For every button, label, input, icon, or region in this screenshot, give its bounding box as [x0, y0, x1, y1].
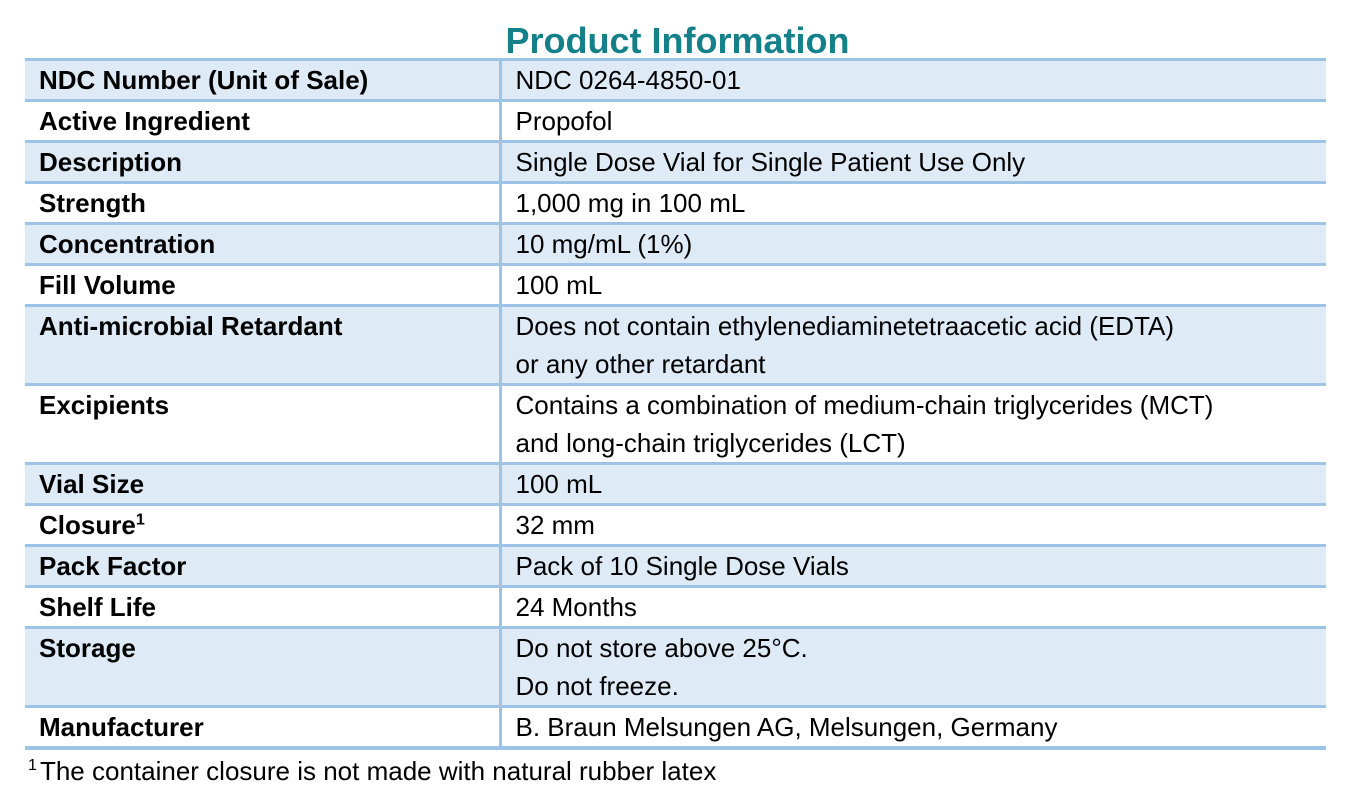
value-line: B. Braun Melsungen AG, Melsungen, German…: [515, 712, 1058, 742]
row-value: Pack of 10 Single Dose Vials: [500, 546, 1326, 587]
footnote-marker: 1: [28, 756, 37, 775]
table-row: Excipients Contains a combination of medi…: [25, 384, 1326, 464]
product-information-table: NDC Number (Unit of Sale) NDC 0264-4850-0…: [25, 58, 1326, 750]
row-value: 1,000 mg in 100 mL: [500, 183, 1326, 224]
row-value: 32 mm: [500, 505, 1326, 546]
row-value: 24 Months: [500, 587, 1326, 628]
row-label: Shelf Life: [25, 586, 502, 628]
value-line: Pack of 10 Single Dose Vials: [515, 551, 849, 581]
value-line: Do not store above 25°C.: [515, 633, 808, 663]
table-row: NDC Number (Unit of Sale) NDC 0264-4850-0…: [25, 59, 1326, 101]
row-value: NDC 0264-4850-01: [500, 60, 1326, 101]
value-line: Do not freeze.: [515, 671, 679, 701]
row-label: Vial Size: [25, 463, 502, 505]
value-line: or any other retardant: [515, 349, 766, 379]
row-label: Excipients: [25, 384, 502, 464]
value-line: Does not contain ethylenediaminetetraace…: [515, 311, 1175, 341]
value-line: Propofol: [515, 106, 613, 136]
table-row: Vial Size 100 mL: [25, 463, 1326, 505]
row-label: Anti-microbial Retardant: [25, 305, 502, 385]
row-label: Manufacturer: [25, 706, 502, 748]
row-label: NDC Number (Unit of Sale): [25, 59, 502, 101]
row-value: Single Dose Vial for Single Patient Use …: [500, 142, 1326, 183]
row-value: 100 mL: [500, 464, 1326, 505]
row-label: Active Ingredient: [25, 100, 502, 142]
table-row: Shelf Life 24 Months: [25, 586, 1326, 628]
row-value: 100 mL: [500, 265, 1326, 306]
footnote: 1 The container closure is not made with …: [28, 753, 1355, 789]
value-line: Contains a combination of medium-chain t…: [515, 390, 1214, 420]
table-row: Description Single Dose Vial for Single P…: [25, 141, 1326, 183]
row-value: Do not store above 25°C. Do not freeze.: [500, 628, 1326, 707]
product-table-body: NDC Number (Unit of Sale) NDC 0264-4850-0…: [25, 59, 1326, 749]
value-line: 100 mL: [515, 469, 603, 499]
row-label: Strength: [25, 182, 502, 224]
row-value: Contains a combination of medium-chain t…: [500, 385, 1326, 464]
page-title: Product Information: [505, 20, 850, 61]
row-value: Propofol: [500, 101, 1326, 142]
row-value: Does not contain ethylenediaminetetraace…: [500, 306, 1326, 385]
value-line: NDC 0264-4850-01: [515, 65, 741, 95]
value-line: and long-chain triglycerides (LCT): [515, 428, 906, 458]
table-row: Fill Volume 100 mL: [25, 264, 1326, 306]
table-row: Concentration 10 mg/mL (1%): [25, 223, 1326, 265]
row-label: Pack Factor: [25, 545, 502, 587]
table-row: Manufacturer B. Braun Melsungen AG, Melsu…: [25, 706, 1326, 749]
row-label: Description: [25, 141, 502, 183]
footnote-reference: 1: [135, 510, 145, 529]
table-row: Anti-microbial Retardant Does not contain…: [25, 305, 1326, 385]
table-row: Pack Factor Pack of 10 Single Dose Vials: [25, 545, 1326, 587]
table-row: Active Ingredient Propofol: [25, 100, 1326, 142]
value-line: 10 mg/mL (1%): [515, 229, 693, 259]
row-label: Storage: [25, 627, 502, 707]
table-row: Storage Do not store above 25°C. Do not fr…: [25, 627, 1326, 707]
value-line: 100 mL: [515, 270, 603, 300]
value-line: 1,000 mg in 100 mL: [515, 188, 746, 218]
row-label: Closure1: [25, 504, 502, 546]
row-label: Concentration: [25, 223, 502, 265]
row-label: Fill Volume: [25, 264, 502, 306]
value-line: 24 Months: [515, 592, 637, 622]
row-value: B. Braun Melsungen AG, Melsungen, German…: [500, 707, 1326, 749]
row-value: 10 mg/mL (1%): [500, 224, 1326, 265]
value-line: 32 mm: [515, 510, 595, 540]
table-row: Strength 1,000 mg in 100 mL: [25, 182, 1326, 224]
value-line: Single Dose Vial for Single Patient Use …: [515, 147, 1026, 177]
table-row: Closure1 32 mm: [25, 504, 1326, 546]
footnote-text: The container closure is not made with n…: [39, 756, 717, 786]
